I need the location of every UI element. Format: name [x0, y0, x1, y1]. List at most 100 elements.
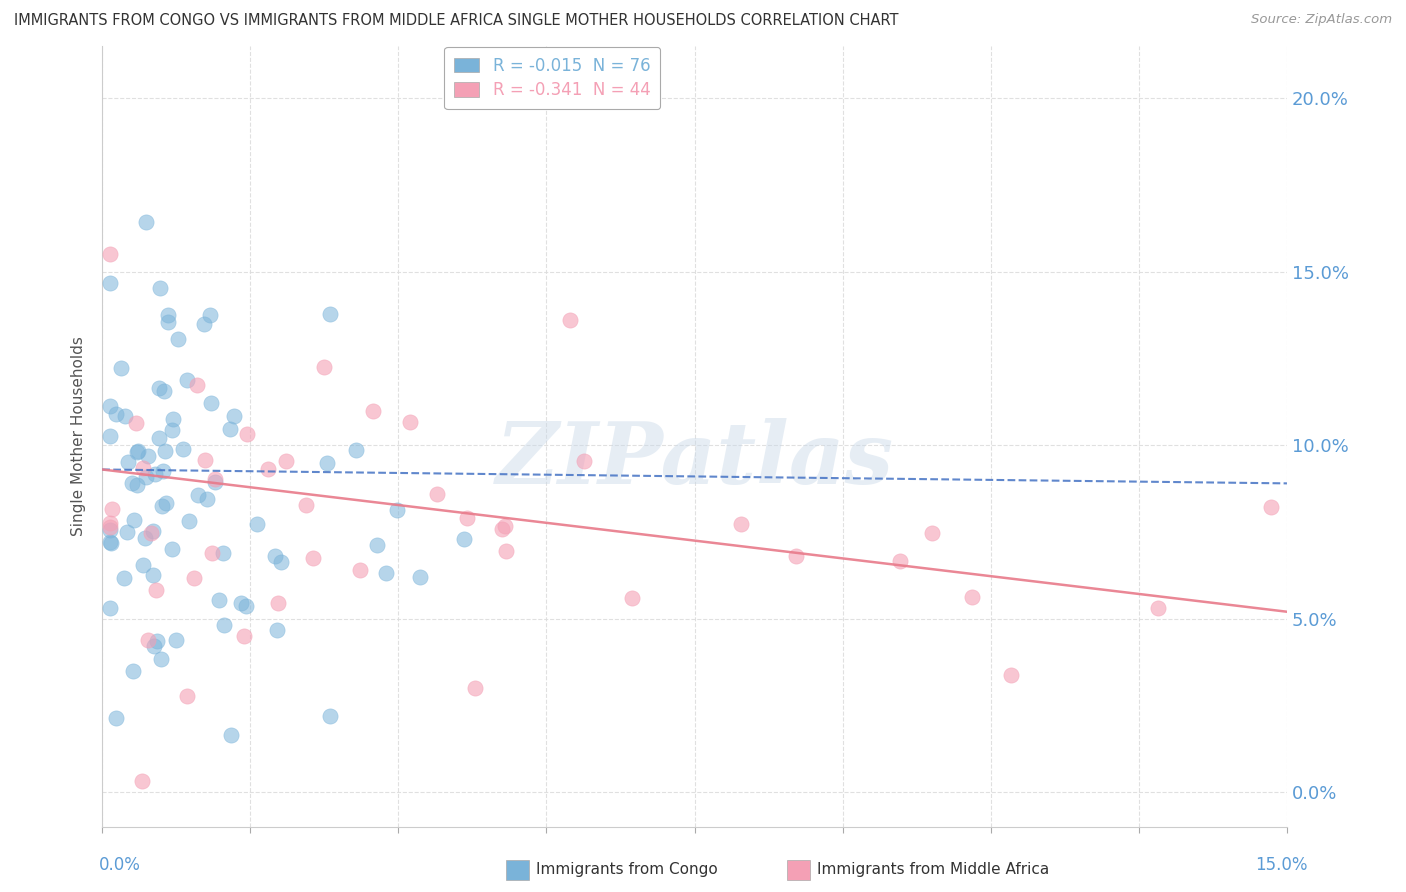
Point: [98, 277, 121, 291]
Point: [302, 551, 325, 566]
Point: [146, 634, 169, 648]
Point: [314, 359, 336, 374]
Point: [162, 423, 184, 437]
Point: [98, 429, 121, 443]
Point: [200, 395, 222, 409]
Point: [136, 449, 159, 463]
Point: [98, 600, 121, 615]
Point: [194, 453, 217, 467]
Point: [98, 400, 121, 414]
Point: [124, 512, 146, 526]
Point: [235, 426, 257, 441]
Text: Immigrants from Congo: Immigrants from Congo: [536, 863, 717, 877]
Point: [318, 307, 340, 321]
Point: [104, 408, 127, 422]
Point: [344, 442, 367, 457]
Point: [274, 454, 297, 468]
Point: [176, 689, 198, 703]
Point: [143, 467, 166, 482]
Point: [145, 583, 167, 598]
Point: [183, 571, 205, 585]
Point: [201, 546, 224, 560]
Point: [150, 652, 173, 666]
Point: [295, 498, 318, 512]
Point: [132, 558, 155, 573]
Point: [132, 461, 155, 475]
Point: [127, 443, 149, 458]
Point: [464, 681, 486, 695]
Point: [366, 538, 388, 552]
Point: [127, 478, 149, 492]
Point: [98, 535, 121, 549]
Point: [98, 516, 121, 530]
Point: [165, 633, 187, 648]
Point: [889, 553, 911, 567]
Point: [172, 442, 194, 457]
Point: [212, 618, 235, 632]
Point: [142, 524, 165, 539]
Point: [245, 517, 267, 532]
Point: [960, 590, 983, 604]
Point: [138, 632, 160, 647]
Point: [148, 430, 170, 444]
Point: [204, 475, 226, 489]
Point: [155, 444, 177, 458]
Point: [267, 596, 290, 610]
Point: [152, 384, 174, 398]
Point: [162, 412, 184, 426]
Point: [426, 487, 449, 501]
Point: [115, 525, 138, 540]
Point: [375, 566, 398, 580]
Text: Source: ZipAtlas.com: Source: ZipAtlas.com: [1251, 13, 1392, 27]
Point: [150, 499, 173, 513]
Y-axis label: Single Mother Households: Single Mother Households: [72, 336, 86, 536]
Point: [104, 711, 127, 725]
Point: [152, 464, 174, 478]
Point: [235, 599, 257, 614]
Point: [730, 517, 752, 532]
Text: 0.0%: 0.0%: [98, 856, 141, 874]
Point: [219, 728, 242, 742]
Point: [157, 308, 180, 322]
Point: [270, 555, 292, 569]
Point: [142, 568, 165, 582]
Point: [139, 526, 162, 541]
Point: [319, 708, 342, 723]
Point: [143, 640, 166, 654]
Point: [495, 543, 517, 558]
Point: [495, 519, 517, 533]
Point: [117, 454, 139, 468]
Point: [409, 569, 432, 583]
Point: [219, 422, 242, 436]
Point: [229, 596, 252, 610]
Point: [349, 563, 371, 577]
Point: [204, 472, 226, 486]
Point: [121, 475, 143, 490]
Point: [186, 377, 208, 392]
Point: [179, 514, 201, 528]
Point: [453, 532, 475, 546]
Text: ZIPatlas: ZIPatlas: [495, 418, 894, 501]
Point: [921, 525, 943, 540]
Text: 15.0%: 15.0%: [1256, 856, 1308, 874]
Point: [572, 454, 595, 468]
Point: [135, 470, 157, 484]
Point: [162, 541, 184, 556]
Point: [195, 491, 218, 506]
Point: [166, 333, 188, 347]
Point: [121, 665, 143, 679]
Text: IMMIGRANTS FROM CONGO VS IMMIGRANTS FROM MIDDLE AFRICA SINGLE MOTHER HOUSEHOLDS : IMMIGRANTS FROM CONGO VS IMMIGRANTS FROM…: [14, 13, 898, 29]
Point: [148, 381, 170, 395]
Point: [98, 523, 121, 537]
Point: [187, 488, 209, 502]
Point: [127, 445, 149, 459]
Point: [1000, 668, 1022, 682]
Point: [110, 360, 132, 375]
Point: [222, 409, 245, 423]
Point: [263, 549, 285, 563]
Point: [315, 457, 337, 471]
Point: [112, 571, 135, 585]
Point: [98, 247, 121, 261]
Point: [100, 536, 122, 550]
Point: [208, 593, 231, 607]
